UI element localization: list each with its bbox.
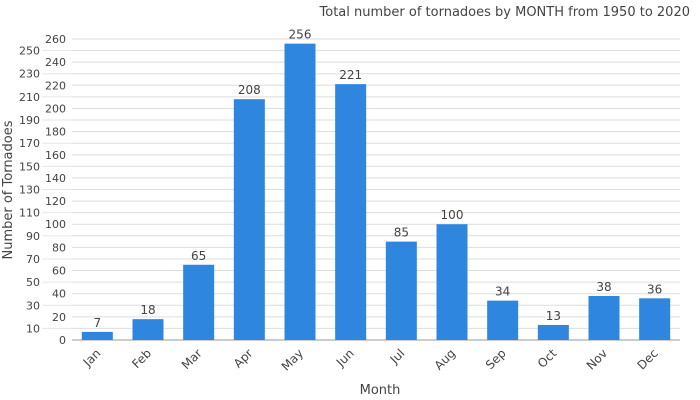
- data-label: 100: [441, 208, 464, 222]
- data-label: 65: [191, 249, 206, 263]
- chart-title: Total number of tornadoes by MONTH from …: [319, 5, 690, 20]
- bar-jun[interactable]: [335, 84, 367, 341]
- y-tick-label: 190: [19, 114, 40, 127]
- y-tick-label: 130: [19, 184, 40, 197]
- bar-mar[interactable]: [183, 264, 215, 340]
- x-tick-label: Sep: [483, 346, 509, 372]
- y-tick-label: 210: [19, 91, 40, 104]
- y-tick-label: 50: [26, 276, 40, 289]
- y-tick-label: 110: [19, 207, 40, 220]
- y-tick-label: 230: [19, 68, 40, 81]
- bar-sep[interactable]: [487, 300, 519, 340]
- data-label: 256: [289, 28, 312, 42]
- data-label: 36: [647, 282, 662, 296]
- y-tick-label: 100: [45, 218, 66, 231]
- bar-may[interactable]: [284, 43, 316, 340]
- x-tick-label: Jan: [80, 346, 104, 370]
- x-tick-label: Jun: [333, 346, 357, 370]
- bar-dec[interactable]: [639, 298, 671, 340]
- y-tick-label: 260: [45, 33, 66, 46]
- x-tick-label: Mar: [179, 346, 205, 372]
- bar-jul[interactable]: [385, 241, 417, 340]
- data-label: 7: [94, 316, 102, 330]
- y-tick-label: 220: [45, 79, 66, 92]
- x-tick-label: May: [279, 346, 306, 373]
- y-tick-label: 80: [52, 241, 66, 254]
- data-label: 221: [339, 68, 362, 82]
- y-tick-label: 250: [19, 45, 40, 58]
- x-tick-label: Aug: [432, 346, 458, 372]
- y-tick-label: 40: [52, 288, 66, 301]
- bar-jan[interactable]: [81, 331, 113, 340]
- data-label: 18: [140, 303, 155, 317]
- y-tick-label: 140: [45, 172, 66, 185]
- y-axis-label: Number of Tornadoes: [1, 120, 16, 259]
- y-tick-label: 180: [45, 126, 66, 139]
- y-tick-label: 150: [19, 160, 40, 173]
- y-tick-label: 70: [26, 253, 40, 266]
- y-tick-label: 200: [45, 102, 66, 115]
- bar-oct[interactable]: [537, 324, 569, 340]
- y-tick-label: 60: [52, 265, 66, 278]
- y-tick-label: 30: [26, 299, 40, 312]
- x-tick-label: Jul: [387, 346, 408, 367]
- data-label: 34: [495, 285, 510, 299]
- y-tick-label: 20: [52, 311, 66, 324]
- bar-nov[interactable]: [588, 296, 620, 340]
- y-tick-label: 90: [26, 230, 40, 243]
- y-tick-label: 160: [45, 149, 66, 162]
- y-tick-label: 120: [45, 195, 66, 208]
- data-label: 13: [546, 309, 561, 323]
- y-tick-label: 10: [26, 322, 40, 335]
- bar-feb[interactable]: [132, 319, 164, 340]
- data-label: 85: [394, 226, 409, 240]
- y-tick-label: 0: [59, 334, 66, 347]
- data-label: 208: [238, 83, 261, 97]
- x-tick-label: Feb: [129, 346, 154, 371]
- x-tick-label: Nov: [584, 346, 610, 372]
- x-tick-label: Apr: [231, 346, 256, 371]
- y-tick-label: 240: [45, 56, 66, 69]
- x-axis-label: Month: [360, 383, 401, 398]
- x-tick-label: Oct: [535, 346, 560, 371]
- bar-apr[interactable]: [233, 99, 265, 340]
- y-tick-label: 170: [19, 137, 40, 150]
- x-tick-label: Dec: [634, 346, 660, 372]
- bar-aug[interactable]: [436, 224, 468, 340]
- data-label: 38: [596, 280, 611, 294]
